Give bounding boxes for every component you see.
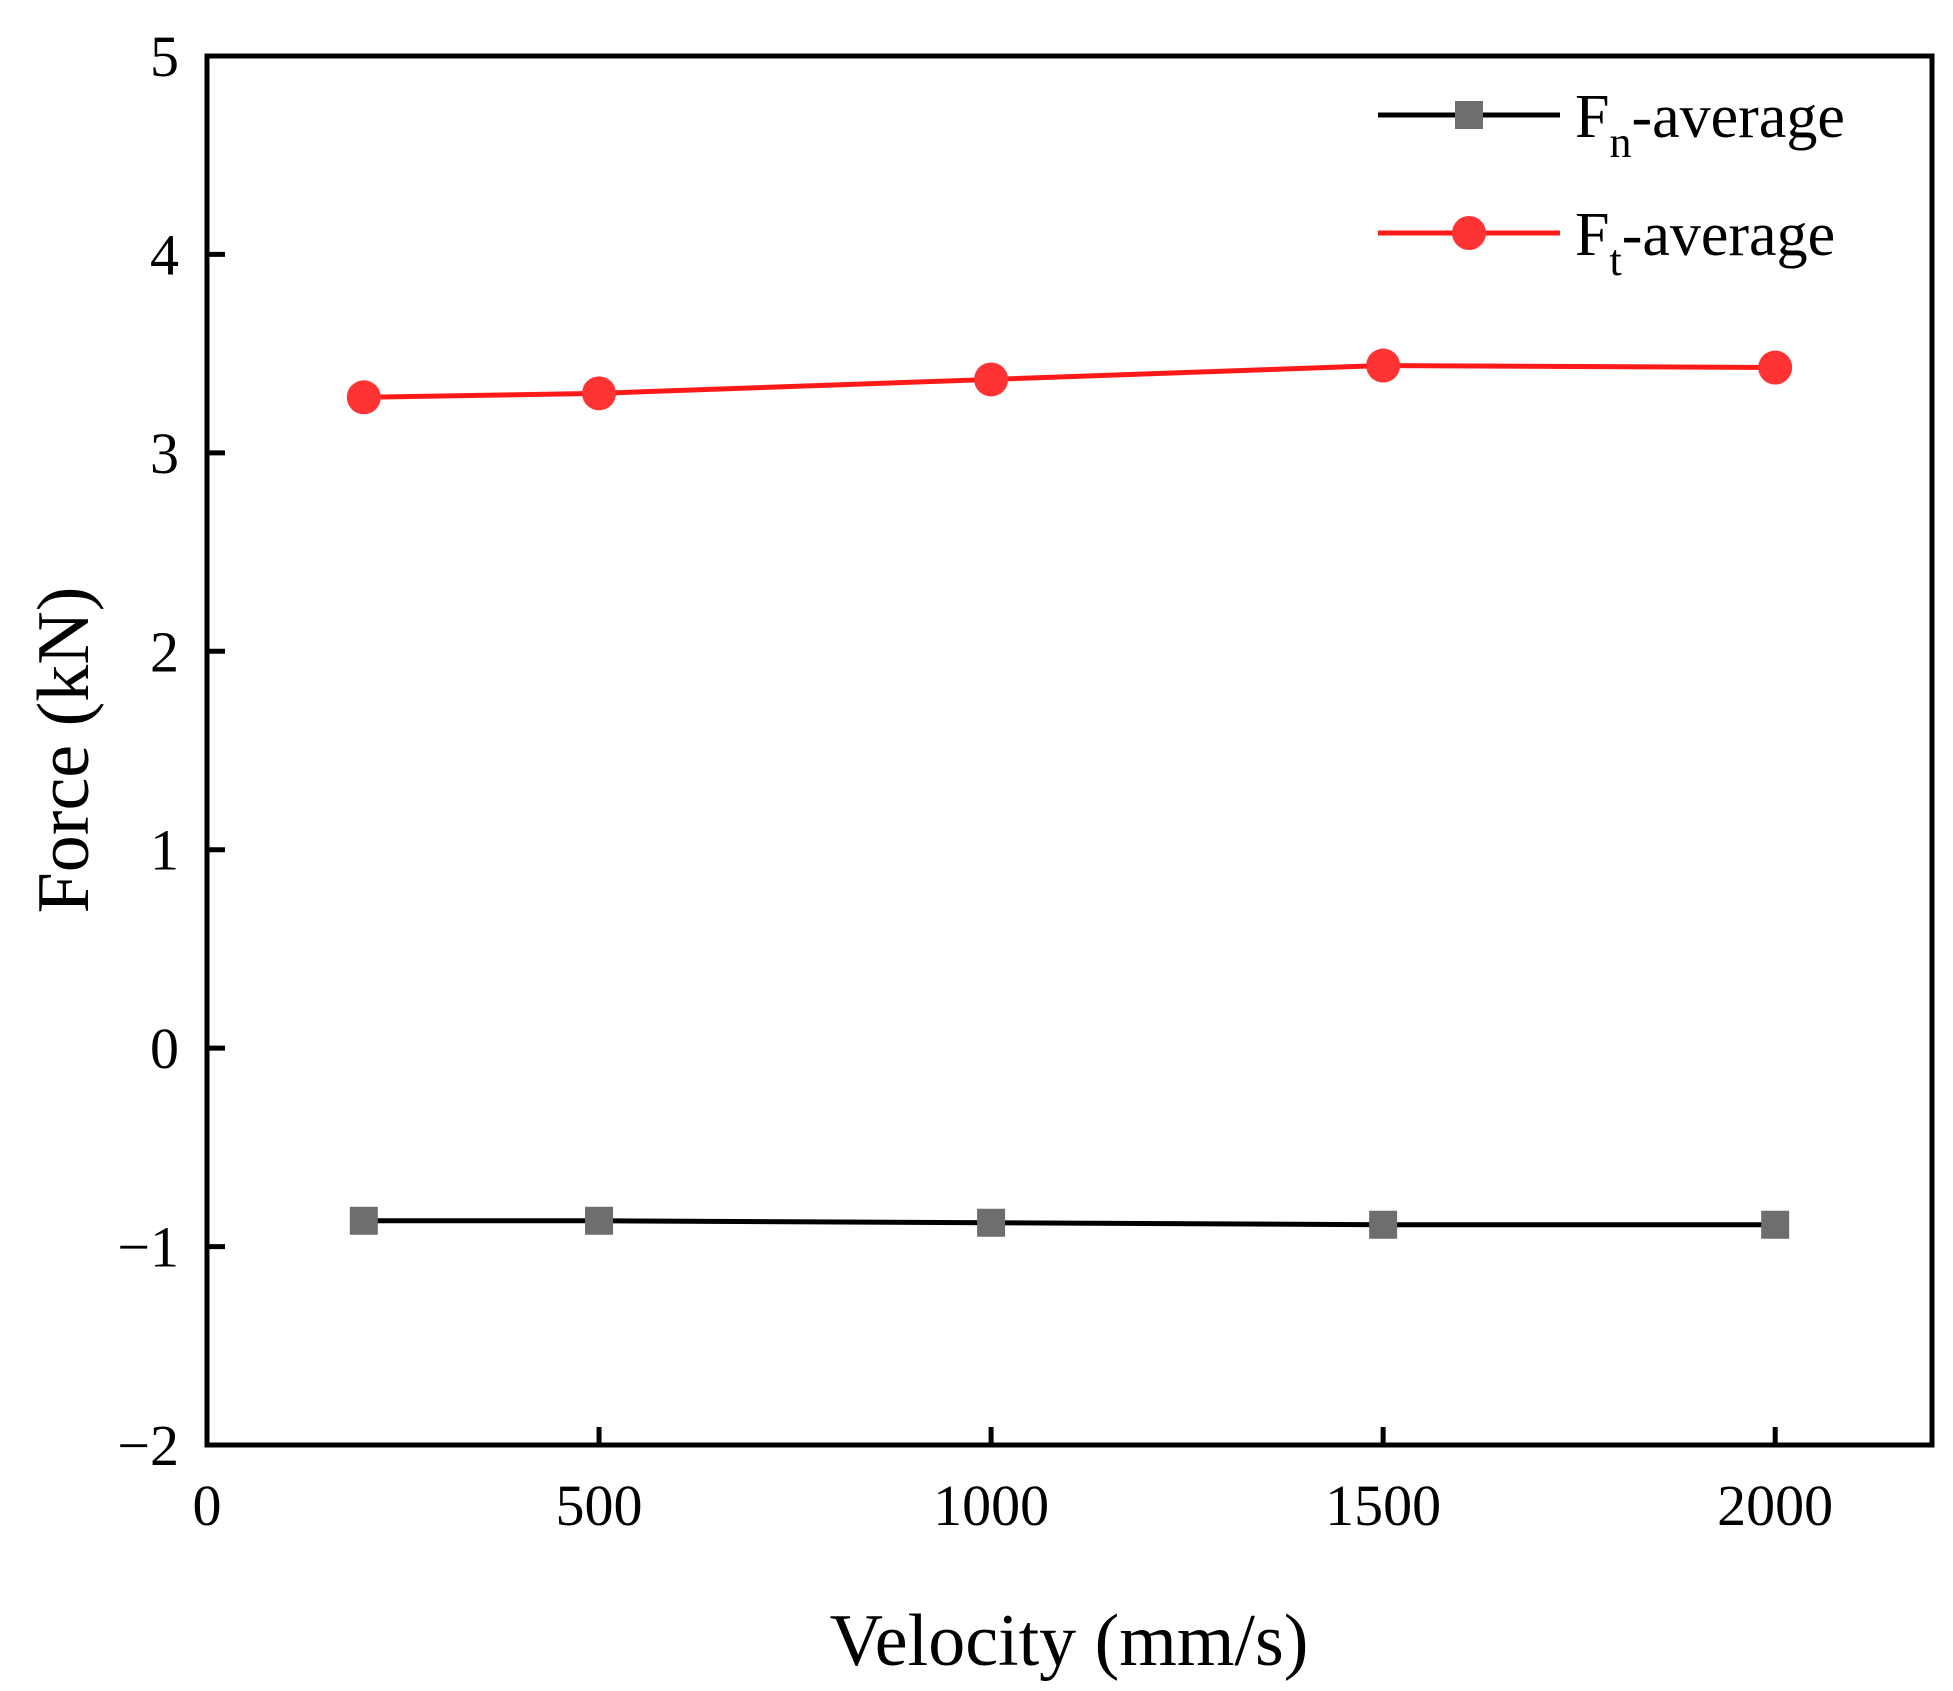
series-1-point	[349, 1206, 378, 1235]
x-tick-label: 500	[556, 1473, 643, 1538]
series-1-point	[1369, 1210, 1398, 1239]
series-2-point	[346, 380, 381, 415]
x-axis-title: Velocity (mm/s)	[830, 1600, 1309, 1682]
y-tick-label: 1	[150, 818, 179, 883]
series-1-point	[977, 1208, 1006, 1237]
legend-marker-1	[1455, 101, 1483, 129]
series-2-point	[1758, 350, 1793, 385]
legend-sub-text: n	[1609, 118, 1631, 167]
x-tick-label: 1000	[933, 1473, 1049, 1538]
series-2-point	[974, 362, 1009, 397]
series-1-point	[1761, 1210, 1790, 1239]
y-tick-label: −1	[117, 1215, 179, 1280]
legend-main-text: F	[1575, 201, 1609, 269]
x-tick-label: 2000	[1717, 1473, 1833, 1538]
y-tick-label: −2	[117, 1413, 179, 1478]
y-tick-label: 5	[150, 24, 179, 89]
ticks-layer: 0 500 1000 1500 2000 −2 −1 0 1 2 3 4 5	[117, 24, 1833, 1538]
series-2-point	[1366, 348, 1401, 383]
series-line-2	[363, 363, 1776, 400]
series-layer	[346, 348, 1793, 1239]
series-2-point	[582, 376, 617, 411]
legend-label-2: Ft-average	[1575, 201, 1835, 285]
y-tick-label: 2	[150, 619, 179, 684]
legend-main-text: F	[1575, 83, 1609, 151]
legend-sub-text: t	[1609, 236, 1621, 285]
legend-label-1: Fn-average	[1575, 83, 1845, 167]
y-tick-label: 4	[150, 222, 179, 287]
legend-rest-text: -average	[1631, 83, 1844, 151]
legend-rest-text: -average	[1622, 201, 1835, 269]
legend-marker-2	[1452, 216, 1486, 250]
series-1-point	[585, 1206, 614, 1235]
x-tick-label: 1500	[1325, 1473, 1441, 1538]
y-tick-label: 3	[150, 421, 179, 486]
x-tick-label: 0	[193, 1473, 222, 1538]
plot-frame	[204, 53, 1935, 1448]
series-line-1	[363, 1218, 1776, 1228]
y-tick-label: 0	[150, 1016, 179, 1081]
y-axis-title: Force (kN)	[23, 587, 105, 914]
